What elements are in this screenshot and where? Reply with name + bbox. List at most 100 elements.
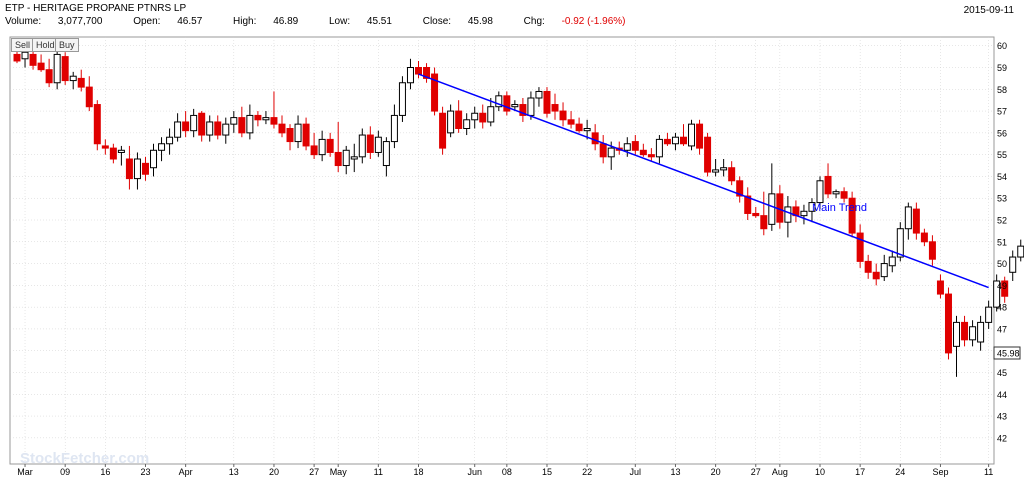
x-axis: Mar 09 16 23 Apr 13 20 27 May 11 18 Jun 08 15 22 Jul 13 2… [17,464,993,477]
candle-body [93,104,101,145]
candle-up [471,106,479,129]
candle-up [768,163,776,231]
open-value: 46.57 [177,16,203,27]
candle-body [647,154,655,158]
candle-body [222,123,230,136]
candle-down [61,52,69,85]
candle-down [912,202,920,240]
candle-down [270,91,278,129]
candle-up [655,135,663,164]
plot-area [9,36,995,465]
x-tick-label: Jul [630,467,642,477]
candle-up [1009,250,1017,281]
x-tick-label: 20 [711,467,721,477]
candle-body [832,191,840,195]
x-tick-label: 15 [542,467,552,477]
candle-down [125,145,133,190]
candle-body [358,134,366,158]
candle-body [519,104,527,116]
y-tick-label: 49 [997,281,1007,291]
y-tick-label: 60 [997,41,1007,51]
candle-down [366,126,374,159]
candle-body [342,149,350,167]
candle-up [69,71,77,90]
candle-body [623,143,631,151]
candle-body [575,123,583,132]
x-tick-label: 11 [374,467,383,477]
x-tick-label: Sep [932,467,948,477]
candle-down [479,104,487,129]
close-stat: Close: 45.98 [423,16,507,27]
candle-down [575,117,583,133]
candle-body [993,280,1001,308]
candle-down [704,132,712,177]
candle-body [206,121,214,136]
candle-body [471,112,479,121]
candle-body [953,321,961,347]
candle-body [696,123,704,149]
candle-body [1009,256,1017,273]
candle-down [431,67,439,116]
candle-down [37,54,45,72]
x-tick-label: 24 [895,467,905,477]
candle-up [583,119,591,140]
candle-body [527,97,535,116]
candle-body [728,167,736,182]
candle-body [423,67,431,79]
buy-button[interactable]: Buy [55,38,79,52]
candle-body [150,149,158,169]
candle-body [270,117,278,125]
sell-button[interactable]: Sell [11,38,35,52]
x-tick-label: 09 [60,467,70,477]
candle-down [254,111,262,127]
candle-body [977,321,985,343]
y-tick-label: 50 [997,259,1007,269]
candle-body [535,90,543,99]
candle-body [808,202,816,212]
candle-down [944,287,952,360]
candle-down [423,63,431,83]
candle-up [623,137,631,157]
candle-body [182,121,190,132]
candle-down [639,143,647,157]
candle-up [495,91,503,112]
y-tick-label: 42 [997,433,1007,443]
change-value: -0.92 (-1.96%) [561,16,626,27]
candle-body [631,141,639,151]
candle-up [342,145,350,175]
candle-down [439,106,447,155]
candle-down [278,115,286,138]
x-tick-label: Aug [772,467,788,477]
candle-body [768,193,776,225]
candle-down [455,100,463,133]
hold-button[interactable]: Hold [32,38,59,52]
candle-body [816,180,824,204]
candles [13,47,1024,377]
candle-body [704,136,712,173]
candle-body [463,119,471,129]
candle-down [29,50,37,70]
x-tick-label: 13 [670,467,680,477]
candle-body [752,212,760,217]
candle-up [969,320,977,347]
y-tick-label: 56 [997,128,1007,138]
candle-body [1017,245,1024,258]
chart-title: ETP - HERITAGE PROPANE PTNRS LP [5,3,187,14]
candle-up [671,132,679,151]
candle-body [607,147,615,158]
candle-down [45,58,53,88]
last-price-box [993,346,1021,360]
candle-body [85,86,93,108]
high-value: 46.89 [273,16,299,27]
candle-body [961,321,969,341]
y-tick-label: 58 [997,85,1007,95]
candle-body [326,138,334,153]
candle-body [872,271,880,280]
candle-body [238,117,246,134]
low-label: Low: [329,16,351,27]
y-axis: 42434445464748495051525354555657585960 [997,41,1007,443]
candle-body [896,228,904,258]
candle-body [663,138,671,145]
candle-down [310,132,318,159]
